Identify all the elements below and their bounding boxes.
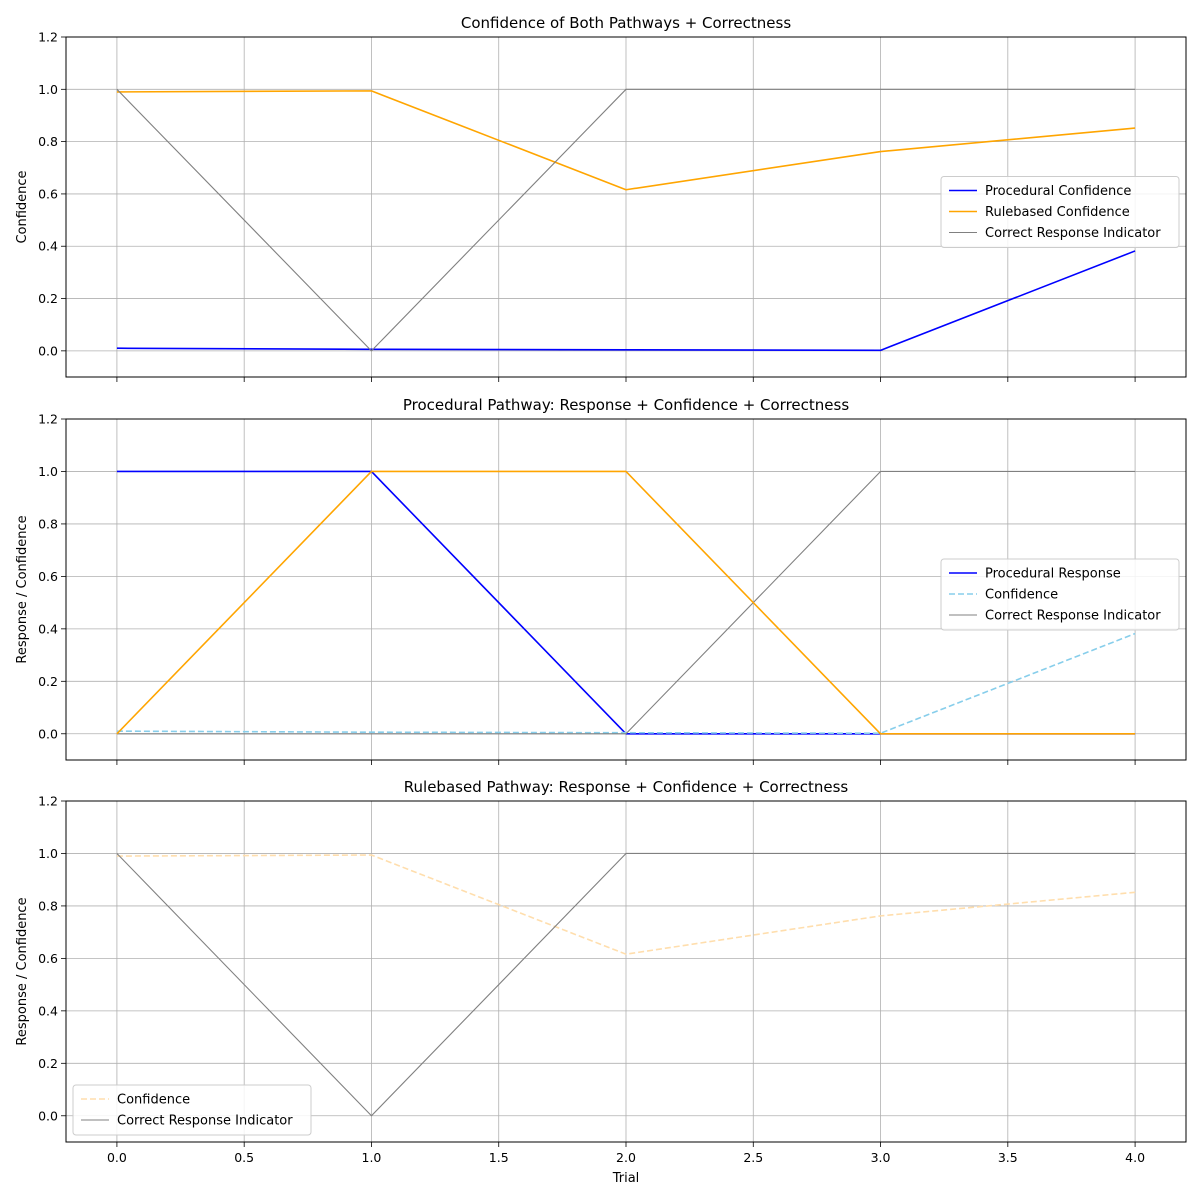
y-tick-label: 0.8	[38, 898, 58, 913]
legend: Confidence Correct Response Indicator	[72, 1084, 312, 1136]
legend-label: Confidence	[985, 588, 1058, 603]
y-axis-label: Confidence	[15, 170, 30, 243]
legend-label: Confidence	[117, 1093, 190, 1108]
x-tick-label: 1.0	[362, 1150, 382, 1165]
y-tick-label: 1.0	[38, 464, 58, 479]
y-tick-label: 0.6	[38, 569, 58, 584]
y-tick-label: 0.0	[38, 1108, 58, 1123]
legend-box	[940, 558, 1180, 631]
y-tick-label: 1.2	[38, 794, 58, 809]
y-axis-label: Response / Confidence	[15, 897, 30, 1045]
x-tick-label: 0.5	[234, 1150, 254, 1165]
legend: Procedural Confidence Rulebased Confidenc…	[940, 176, 1180, 248]
series-line-confidence	[116, 854, 1136, 955]
series-line-rulebased-confidence	[116, 90, 1136, 191]
y-tick-label: 0.2	[38, 1056, 58, 1071]
legend-label: Correct Response Indicator	[985, 226, 1161, 241]
x-tick-label: 1.5	[489, 1150, 509, 1165]
chart-panel-2: 0.0 0.2 0.4 0.6 0.8 1.0 1.2 Procedural Pathway:…	[15, 396, 1187, 765]
legend-label: Correct Response Indicator	[985, 609, 1161, 624]
series-line-confidence	[116, 632, 1136, 735]
y-tick-label: 0.4	[38, 239, 58, 254]
x-tick-label: 2.5	[743, 1150, 763, 1165]
axes-frame	[65, 36, 1187, 378]
chart-panel-1: 0.0 0.2 0.4 0.6 0.8 1.0 1.2 Confidence of Both …	[15, 14, 1187, 382]
chart-title: Confidence of Both Pathways + Correctnes…	[461, 14, 791, 32]
y-tick-label: 1.2	[38, 412, 58, 427]
y-tick-label: 0.2	[38, 674, 58, 689]
x-axis-label: Trial	[612, 1171, 640, 1186]
y-tick-label: 0.0	[38, 726, 58, 741]
y-tick-label: 0.0	[38, 343, 58, 358]
legend-box	[72, 1084, 312, 1136]
chart-panel-3: 0.0 0.5 1.0 1.5 2.0 2.5 3.0 3.5 4.0 0.0 0.2 0.4 0.6 0…	[15, 778, 1187, 1186]
x-tick-label: 3.5	[998, 1150, 1018, 1165]
y-tick-label: 0.8	[38, 134, 58, 149]
legend-label: Correct Response Indicator	[117, 1114, 293, 1129]
series-line-correct-response-indicator	[116, 470, 1136, 735]
x-tick-label: 0.0	[107, 1150, 127, 1165]
series-line-unlabeled-3	[116, 470, 1136, 735]
y-tick-label: 0.2	[38, 291, 58, 306]
legend: Procedural Response Confidence Correct Res…	[940, 558, 1180, 631]
series-line-procedural-confidence	[116, 250, 1136, 352]
y-tick-label: 0.6	[38, 186, 58, 201]
y-tick-label: 1.0	[38, 82, 58, 97]
legend-label: Rulebased Confidence	[985, 205, 1130, 220]
series-line-correct-response-indicator	[116, 852, 1136, 1117]
x-tick-label: 3.0	[871, 1150, 891, 1165]
legend-label: Procedural Confidence	[985, 184, 1131, 199]
y-tick-label: 0.8	[38, 516, 58, 531]
y-tick-label: 0.4	[38, 621, 58, 636]
y-tick-label: 0.4	[38, 1003, 58, 1018]
y-tick-label: 1.2	[38, 30, 58, 45]
chart-title: Procedural Pathway: Response + Confidenc…	[403, 396, 850, 414]
legend-box	[940, 176, 1180, 248]
x-tick-label: 4.0	[1125, 1150, 1145, 1165]
chart-title: Rulebased Pathway: Response + Confidence…	[404, 778, 849, 796]
y-axis-label: Response / Confidence	[15, 515, 30, 663]
x-tick-label: 2.0	[616, 1150, 636, 1165]
axes-frame	[65, 800, 1187, 1143]
y-tick-label: 1.0	[38, 846, 58, 861]
series-line-correct-response-indicator	[116, 88, 1136, 352]
legend-label: Procedural Response	[985, 567, 1121, 582]
axes-frame	[65, 418, 1187, 761]
y-tick-label: 0.6	[38, 951, 58, 966]
